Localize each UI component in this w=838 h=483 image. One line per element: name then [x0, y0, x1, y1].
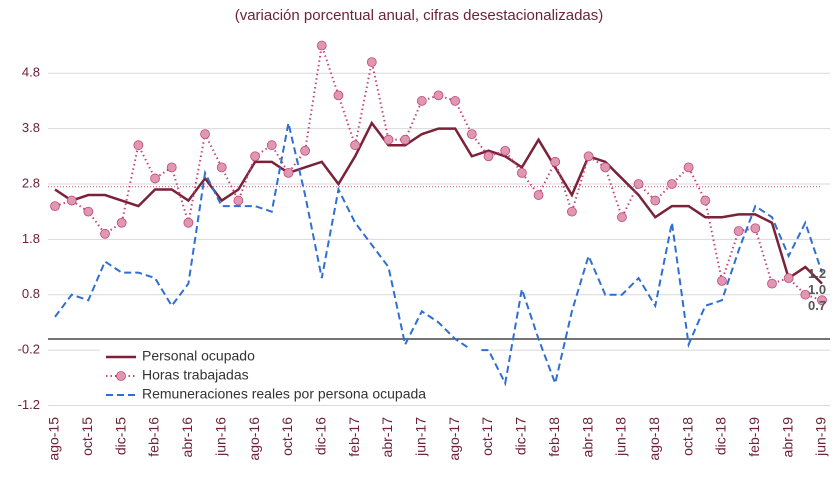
x-tick-label: ago-17 — [446, 417, 462, 461]
x-tick-label: abr-16 — [179, 417, 195, 458]
series-marker — [817, 295, 827, 306]
legend-label: Remuneraciones reales por persona ocupad… — [142, 386, 426, 402]
x-tick-label: dic-15 — [112, 417, 128, 455]
series-marker — [450, 96, 461, 106]
x-tick-label: feb-16 — [146, 417, 162, 457]
series-line — [54, 120, 823, 285]
series-marker — [150, 173, 160, 184]
x-tick-label: ago-18 — [646, 417, 662, 461]
x-tick-label: jun-19 — [813, 417, 829, 457]
series-marker — [667, 179, 677, 189]
series-marker — [650, 195, 661, 206]
series-line — [54, 122, 823, 387]
series-marker — [533, 190, 544, 200]
series-marker — [800, 289, 811, 300]
series-marker — [500, 145, 511, 156]
series-marker — [316, 40, 327, 51]
series-marker — [216, 162, 227, 173]
series-marker — [550, 156, 561, 167]
y-tick-label: 0.8 — [22, 286, 40, 301]
series-marker — [483, 151, 494, 162]
series-marker — [66, 195, 77, 206]
series-marker — [300, 145, 311, 156]
series-marker — [183, 217, 194, 228]
series-marker — [600, 162, 611, 173]
legend-marker — [116, 371, 126, 381]
series-marker — [100, 228, 110, 239]
series-marker — [783, 273, 794, 284]
x-tick-label: oct-18 — [679, 417, 695, 456]
x-tick-label: dic-16 — [312, 417, 328, 455]
series-marker — [116, 217, 127, 228]
x-tick-label: jun-17 — [413, 417, 429, 457]
x-tick-label: feb-18 — [546, 417, 562, 457]
series-line — [54, 45, 823, 302]
series-marker — [750, 223, 761, 234]
x-tick-label: abr-19 — [779, 417, 795, 458]
end-label: 1.0 — [808, 282, 826, 297]
series-marker — [617, 212, 627, 223]
x-tick-label: ago-15 — [46, 417, 62, 461]
series-marker — [717, 275, 727, 286]
series-marker — [50, 201, 60, 212]
series-marker — [583, 151, 594, 162]
series-marker — [767, 278, 777, 289]
series-marker — [516, 167, 527, 178]
series-marker — [683, 162, 694, 173]
series-marker — [400, 134, 411, 145]
series-marker — [250, 151, 260, 162]
series-marker — [83, 206, 94, 217]
end-label: 0.7 — [808, 298, 826, 313]
y-tick-label: 3.8 — [22, 120, 40, 135]
y-tick-label: -0.2 — [18, 342, 40, 357]
x-tick-label: ago-16 — [246, 417, 262, 461]
x-tick-label: abr-17 — [379, 417, 395, 458]
legend-label: Horas trabajadas — [142, 367, 249, 383]
series-marker — [366, 57, 377, 68]
series-marker — [566, 206, 577, 217]
x-tick-label: jun-16 — [212, 417, 228, 457]
series-marker — [416, 96, 427, 106]
x-tick-label: oct-17 — [479, 417, 495, 456]
x-tick-label: dic-18 — [713, 417, 729, 455]
series-marker — [166, 162, 177, 173]
series-marker — [333, 90, 344, 101]
series-marker — [633, 179, 644, 189]
series-marker — [466, 129, 477, 140]
series-marker — [383, 134, 394, 145]
y-tick-label: 2.8 — [22, 175, 40, 190]
x-tick-label: oct-16 — [279, 417, 295, 456]
y-tick-label: 1.8 — [22, 231, 40, 246]
legend-label: Personal ocupado — [142, 348, 255, 364]
series-marker — [200, 129, 210, 140]
y-tick-label: 4.8 — [22, 65, 40, 80]
series-marker — [133, 140, 144, 151]
series-marker — [350, 140, 361, 151]
series-marker — [233, 195, 244, 206]
y-tick-label: -1.2 — [18, 397, 40, 412]
series-marker — [283, 167, 294, 178]
series-marker — [433, 90, 444, 101]
x-tick-label: feb-17 — [346, 417, 362, 457]
series-marker — [733, 226, 744, 236]
chart-title: (variación porcentual anual, cifras dese… — [235, 7, 604, 24]
series-marker — [266, 140, 277, 151]
x-tick-label: jun-18 — [613, 417, 629, 457]
x-tick-label: dic-17 — [513, 417, 529, 455]
series-marker — [700, 195, 711, 206]
end-label: 1.2 — [808, 266, 826, 281]
x-tick-label: abr-18 — [579, 417, 595, 458]
x-tick-label: oct-15 — [79, 417, 95, 456]
x-tick-label: feb-19 — [746, 417, 762, 457]
legend-box — [100, 348, 480, 404]
